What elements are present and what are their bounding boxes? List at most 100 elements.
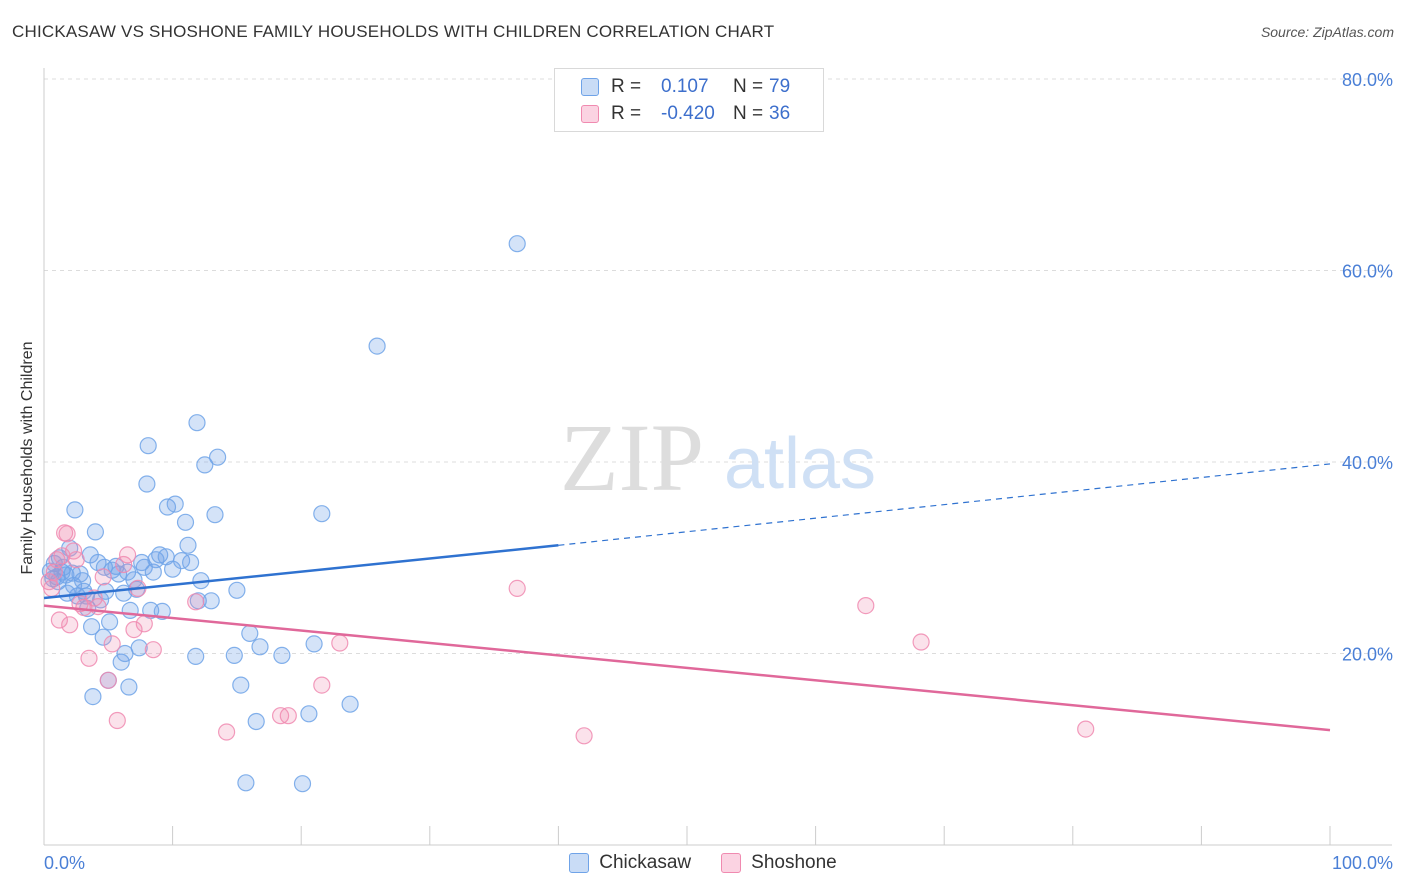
shoshone-point	[43, 579, 61, 598]
gridlines	[44, 78, 1392, 654]
chickasaw-point	[82, 618, 101, 636]
chickasaw-point	[166, 495, 184, 513]
legend-r-label: R =	[611, 103, 642, 124]
shoshone-point	[508, 579, 526, 598]
axes	[43, 68, 1392, 846]
shoshone-trend-line	[43, 604, 1331, 732]
correlation-legend: R = 0.107 N = 79 R = -0.420 N = 36	[554, 68, 824, 132]
legend-item-chickasaw[interactable]: Chickasaw	[569, 852, 691, 874]
chickasaw-point	[66, 501, 84, 519]
shoshone-point	[50, 611, 69, 629]
shoshone-point	[857, 596, 875, 615]
shoshone-point	[313, 676, 331, 694]
watermark-atlas: atlas	[724, 424, 876, 504]
shoshone-point	[331, 634, 349, 652]
chickasaw-point	[121, 601, 139, 620]
shoshone-point	[108, 711, 126, 730]
source-credit: Source: ZipAtlas.com	[1260, 24, 1394, 40]
shoshone-point	[218, 723, 236, 741]
chickasaw-point	[84, 687, 102, 706]
shoshone-point	[135, 615, 153, 633]
chickasaw-point	[151, 546, 169, 564]
shoshone-point	[187, 593, 205, 611]
chickasaw-point	[251, 638, 269, 656]
chickasaw-point	[130, 639, 148, 657]
chickasaw-point	[228, 581, 246, 599]
chickasaw-point	[176, 513, 195, 531]
x-tick-label: 100.0%	[1332, 853, 1393, 873]
chickasaw-point	[341, 695, 359, 713]
y-tick-label: 20.0%	[1342, 645, 1393, 665]
y-tick-label: 60.0%	[1342, 262, 1393, 282]
chickasaw-point	[313, 505, 331, 523]
legend-swatch-chickasaw	[581, 78, 599, 96]
chickasaw-point	[182, 553, 200, 572]
shoshone-point	[58, 525, 76, 543]
shoshone-point	[94, 568, 112, 586]
data-points	[40, 235, 1095, 793]
chickasaw-point	[508, 235, 526, 253]
chickasaw-trend-line	[43, 544, 559, 600]
shoshone-point	[1077, 720, 1095, 738]
chickasaw-point	[206, 506, 224, 524]
legend-swatch-chickasaw	[569, 853, 590, 873]
watermark-zip: ZIP	[560, 404, 704, 511]
chickasaw-point	[232, 676, 250, 694]
legend-n-label: N =	[733, 76, 764, 97]
chickasaw-point	[179, 536, 197, 554]
chickasaw-point	[133, 553, 151, 572]
chickasaw-point	[237, 774, 255, 792]
chickasaw-point	[241, 624, 259, 643]
shoshone-point	[80, 649, 98, 667]
legend-r-label: R =	[611, 76, 642, 97]
legend-n-label: N =	[733, 103, 764, 124]
legend-item-shoshone[interactable]: Shoshone	[721, 852, 837, 874]
y-tick-label: 80.0%	[1342, 70, 1393, 90]
legend-r-value: 0.107	[661, 76, 709, 97]
chickasaw-point	[368, 337, 386, 355]
chickasaw-point	[225, 646, 243, 665]
y-tick-label: 40.0%	[1342, 453, 1393, 473]
series-legend: Chickasaw Shoshone	[0, 852, 1406, 874]
watermark: ZIP atlas	[560, 404, 876, 511]
chickasaw-point	[164, 560, 182, 578]
chickasaw-point	[86, 523, 105, 541]
legend-label-shoshone: Shoshone	[751, 852, 837, 873]
legend-swatch-shoshone	[721, 853, 742, 873]
chickasaw-point	[139, 437, 157, 455]
chickasaw-point	[112, 653, 130, 671]
shoshone-point	[125, 620, 143, 639]
chickasaw-point	[138, 475, 156, 493]
x-tick-label: 0.0%	[44, 853, 85, 873]
shoshone-point	[40, 573, 58, 591]
shoshone-point	[575, 727, 593, 745]
chickasaw-point	[71, 565, 89, 583]
legend-n-value: 36	[769, 103, 791, 124]
shoshone-point	[67, 551, 85, 569]
shoshone-point	[61, 616, 79, 634]
legend-row-chickasaw: R = 0.107 N = 79	[581, 75, 790, 99]
shoshone-point	[99, 671, 117, 689]
legend-row-shoshone: R = -0.420 N = 36	[581, 102, 790, 126]
legend-swatch-shoshone	[581, 105, 599, 123]
chickasaw-point	[305, 635, 323, 653]
chickasaw-point	[94, 628, 112, 646]
chickasaw-point	[273, 646, 291, 665]
chickasaw-trend-extension	[558, 463, 1331, 546]
trend-lines	[43, 463, 1331, 732]
chickasaw-point	[153, 602, 171, 621]
chickasaw-point	[209, 448, 227, 466]
chickasaw-point	[300, 705, 318, 723]
shoshone-point	[103, 635, 121, 653]
chickasaw-point	[202, 592, 220, 610]
legend-r-value: -0.420	[661, 103, 715, 124]
shoshone-point	[118, 546, 137, 564]
chickasaw-point	[188, 414, 206, 432]
chickasaw-point	[247, 712, 265, 731]
chickasaw-point	[187, 647, 205, 666]
chickasaw-point	[196, 456, 214, 474]
shoshone-point	[279, 707, 297, 725]
legend-label-chickasaw: Chickasaw	[599, 852, 692, 873]
chickasaw-point	[120, 678, 138, 696]
